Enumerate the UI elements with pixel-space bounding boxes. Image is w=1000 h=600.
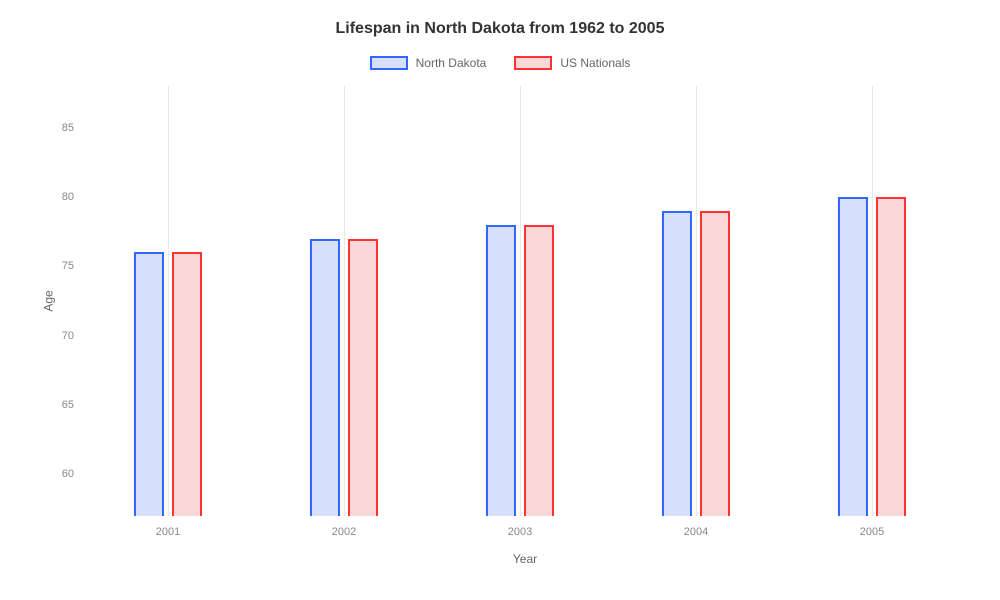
chart-title: Lifespan in North Dakota from 1962 to 20… bbox=[30, 20, 970, 38]
y-tick: 85 bbox=[46, 122, 74, 134]
bar bbox=[310, 239, 340, 516]
plot: 60657075808520012002200320042005 bbox=[80, 86, 960, 516]
legend-label-us-nationals: US Nationals bbox=[560, 56, 630, 70]
bar bbox=[876, 197, 906, 516]
bar bbox=[172, 252, 202, 516]
bar bbox=[348, 239, 378, 516]
legend-swatch-north-dakota bbox=[370, 56, 408, 70]
x-tick: 2004 bbox=[684, 526, 708, 538]
bar bbox=[486, 225, 516, 516]
grid-line bbox=[344, 86, 345, 516]
y-tick: 70 bbox=[46, 330, 74, 342]
x-tick: 2002 bbox=[332, 526, 356, 538]
legend-item-north-dakota: North Dakota bbox=[370, 56, 487, 70]
y-tick: 60 bbox=[46, 468, 74, 480]
bar bbox=[838, 197, 868, 516]
bar bbox=[662, 211, 692, 516]
chart-container: Lifespan in North Dakota from 1962 to 20… bbox=[0, 0, 1000, 600]
plot-area: Age 60657075808520012002200320042005 bbox=[80, 86, 960, 516]
grid-line bbox=[696, 86, 697, 516]
bar bbox=[700, 211, 730, 516]
y-axis-label: Age bbox=[42, 290, 56, 311]
x-axis-label: Year bbox=[80, 552, 970, 566]
legend-swatch-us-nationals bbox=[514, 56, 552, 70]
legend-item-us-nationals: US Nationals bbox=[514, 56, 630, 70]
grid-line bbox=[168, 86, 169, 516]
y-tick: 65 bbox=[46, 399, 74, 411]
bar bbox=[134, 252, 164, 516]
bar bbox=[524, 225, 554, 516]
grid-line bbox=[520, 86, 521, 516]
y-tick: 75 bbox=[46, 260, 74, 272]
x-tick: 2001 bbox=[156, 526, 180, 538]
x-tick: 2003 bbox=[508, 526, 532, 538]
x-tick: 2005 bbox=[860, 526, 884, 538]
legend: North Dakota US Nationals bbox=[30, 56, 970, 70]
legend-label-north-dakota: North Dakota bbox=[416, 56, 487, 70]
grid-line bbox=[872, 86, 873, 516]
y-tick: 80 bbox=[46, 191, 74, 203]
